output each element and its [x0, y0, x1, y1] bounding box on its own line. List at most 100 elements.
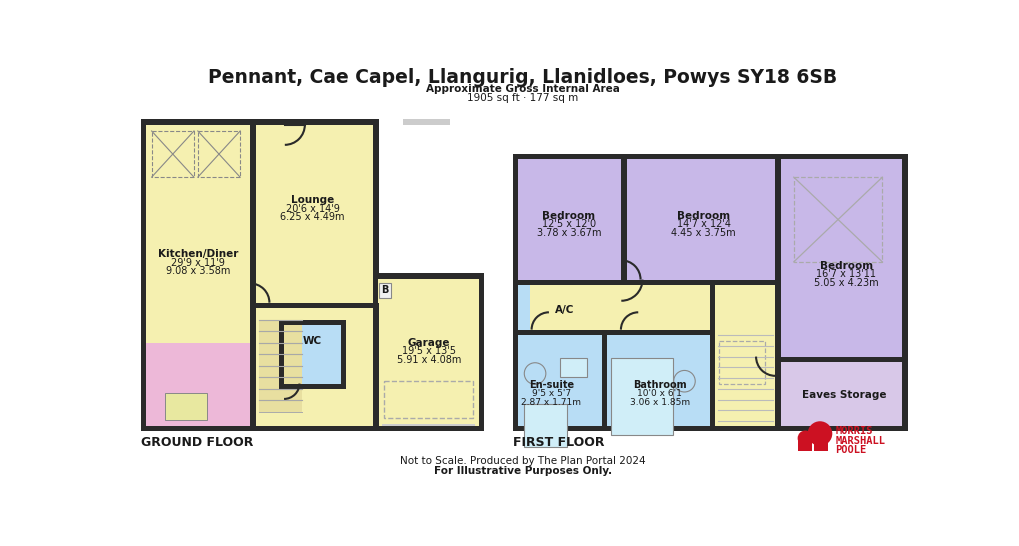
Bar	[152, 120, 183, 125]
Bar	[403, 120, 449, 125]
Text: 29'9 x 11'9: 29'9 x 11'9	[171, 258, 224, 268]
Bar	[478, 274, 484, 431]
Text: MARSHALL: MARSHALL	[835, 436, 884, 446]
Bar	[780, 159, 902, 362]
Bar	[803, 154, 872, 159]
Text: Approximate Gross Internal Area: Approximate Gross Internal Area	[425, 85, 620, 94]
Bar	[164, 393, 207, 420]
Bar	[256, 125, 378, 308]
Text: 5.91 x 4.08m: 5.91 x 4.08m	[396, 355, 461, 365]
Text: GROUND FLOOR: GROUND FLOOR	[141, 436, 253, 449]
Bar	[372, 274, 378, 431]
Bar	[559, 358, 587, 377]
Bar	[718, 341, 764, 383]
Text: 5.05 x 4.23m: 5.05 x 4.23m	[813, 278, 877, 288]
Text: Bedroom: Bedroom	[542, 211, 595, 221]
Bar	[513, 154, 907, 159]
Bar	[513, 426, 780, 431]
Bar	[141, 120, 146, 431]
Bar	[601, 285, 607, 335]
Text: 3.06 x 1.85m: 3.06 x 1.85m	[629, 397, 689, 407]
Bar	[524, 405, 567, 447]
Bar	[610, 358, 673, 435]
Bar	[141, 120, 256, 125]
Text: 19'5 x 13'5: 19'5 x 13'5	[401, 346, 455, 356]
Text: Pennant, Cae Capel, Llangurig, Llanidloes, Powys SY18 6SB: Pennant, Cae Capel, Llangurig, Llanidloe…	[208, 68, 837, 87]
Bar	[256, 120, 378, 125]
Text: Kitchen/Diner: Kitchen/Diner	[158, 249, 237, 259]
Bar	[373, 308, 378, 431]
Bar	[780, 357, 907, 362]
Bar	[902, 154, 907, 431]
Bar	[384, 381, 472, 418]
Bar	[780, 362, 902, 426]
Bar	[378, 279, 484, 431]
Bar	[256, 308, 378, 426]
Bar	[774, 154, 780, 431]
Bar	[513, 280, 780, 285]
Circle shape	[807, 422, 832, 446]
Bar	[601, 330, 607, 431]
Bar	[146, 343, 256, 426]
Text: WC: WC	[303, 336, 322, 346]
Bar	[373, 279, 378, 325]
Text: En-suite: En-suite	[528, 380, 574, 390]
Text: 9.08 x 3.58m: 9.08 x 3.58m	[165, 266, 229, 276]
Text: 4.45 x 3.75m: 4.45 x 3.75m	[671, 228, 736, 238]
Bar	[709, 335, 780, 426]
Bar	[381, 424, 475, 426]
Bar	[518, 285, 714, 335]
Bar	[146, 125, 256, 431]
Bar	[278, 319, 283, 389]
Bar	[250, 120, 256, 431]
Text: For Illustrative Purposes Only.: For Illustrative Purposes Only.	[433, 466, 611, 476]
Bar	[642, 154, 734, 159]
Bar	[198, 131, 239, 177]
Bar	[524, 405, 567, 447]
Text: Garage: Garage	[408, 338, 449, 348]
Bar	[373, 274, 378, 279]
Bar	[518, 330, 607, 335]
Bar	[278, 383, 346, 389]
Bar	[272, 120, 326, 125]
Bar	[198, 120, 230, 125]
Bar	[793, 177, 881, 262]
Bar	[256, 302, 378, 308]
Bar	[518, 285, 607, 335]
Bar	[141, 426, 378, 431]
Text: 9'5 x 5'7: 9'5 x 5'7	[531, 389, 571, 398]
Text: 10'0 x 6'1: 10'0 x 6'1	[637, 389, 682, 398]
Bar	[626, 159, 774, 285]
Text: 20'6 x 14'9: 20'6 x 14'9	[285, 204, 339, 213]
Bar	[372, 274, 484, 279]
Bar	[518, 330, 714, 335]
Bar	[530, 154, 591, 159]
Text: Bedroom: Bedroom	[819, 261, 872, 271]
Text: 16'7 x 13'11: 16'7 x 13'11	[815, 269, 875, 279]
Bar	[278, 319, 346, 325]
Bar	[610, 358, 673, 435]
Bar	[813, 440, 826, 450]
Text: 6.25 x 4.49m: 6.25 x 4.49m	[280, 212, 344, 222]
Bar	[709, 280, 714, 431]
Text: Lounge: Lounge	[290, 195, 334, 205]
Bar	[798, 440, 811, 450]
Bar	[164, 393, 207, 420]
Bar	[530, 285, 607, 335]
Text: 14'7 x 12'4: 14'7 x 12'4	[676, 219, 730, 229]
Bar	[259, 319, 302, 412]
Text: 2.87 x 1.71m: 2.87 x 1.71m	[521, 397, 581, 407]
Text: Eaves Storage: Eaves Storage	[801, 390, 886, 400]
Text: 1905 sq ft · 177 sq m: 1905 sq ft · 177 sq m	[467, 93, 578, 103]
Text: Bedroom: Bedroom	[677, 211, 730, 221]
Text: MORRIS: MORRIS	[835, 426, 872, 436]
Bar	[373, 120, 378, 274]
Bar	[774, 154, 780, 431]
Text: A/C: A/C	[554, 305, 574, 314]
Bar	[152, 131, 194, 177]
Bar	[780, 426, 907, 431]
Text: Not to Scale. Produced by The Plan Portal 2024: Not to Scale. Produced by The Plan Porta…	[399, 455, 645, 466]
Text: 12'5 x 12'0: 12'5 x 12'0	[541, 219, 595, 229]
Text: Bathroom: Bathroom	[633, 380, 686, 390]
Text: B: B	[381, 286, 388, 295]
